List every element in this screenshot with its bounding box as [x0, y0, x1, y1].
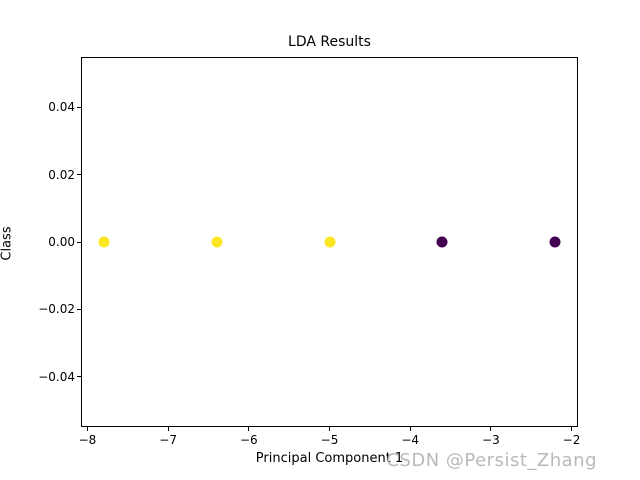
y-tick-label: 0.04: [48, 100, 75, 115]
x-tick-mark: [329, 427, 330, 431]
x-tick-mark: [571, 427, 573, 431]
y-tick-mark: [77, 376, 81, 378]
y-tick-label: −0.04: [38, 369, 75, 384]
x-tick-label: −2: [562, 433, 581, 447]
x-tick-label: −8: [78, 433, 97, 447]
x-tick-mark: [167, 427, 169, 431]
x-tick-label: −4: [401, 433, 420, 447]
x-tick-mark: [490, 427, 492, 431]
x-tick-label: −3: [482, 433, 500, 447]
y-tick-label: 0.00: [48, 235, 75, 249]
x-tick-label: −6: [239, 433, 258, 447]
x-tick-mark: [248, 427, 250, 431]
data-point: [324, 236, 335, 248]
x-tick-mark: [409, 427, 411, 431]
y-tick-mark: [77, 308, 81, 310]
data-point: [436, 236, 448, 248]
x-tick-label: −5: [320, 433, 339, 447]
data-point: [549, 236, 561, 248]
x-axis-label: Principal Component 1: [255, 451, 404, 466]
x-tick-mark: [86, 427, 88, 431]
y-tick-label: −0.02: [38, 302, 75, 317]
watermark: CSDN @Persist_Zhang: [386, 450, 597, 471]
y-tick-mark: [77, 241, 81, 243]
y-tick-mark: [77, 106, 81, 108]
data-point: [98, 236, 110, 248]
data-point: [211, 236, 223, 248]
x-tick-label: −7: [159, 433, 177, 447]
y-tick-label: 0.02: [48, 167, 75, 182]
chart-title: LDA Results: [288, 34, 371, 50]
y-tick-mark: [77, 174, 81, 176]
